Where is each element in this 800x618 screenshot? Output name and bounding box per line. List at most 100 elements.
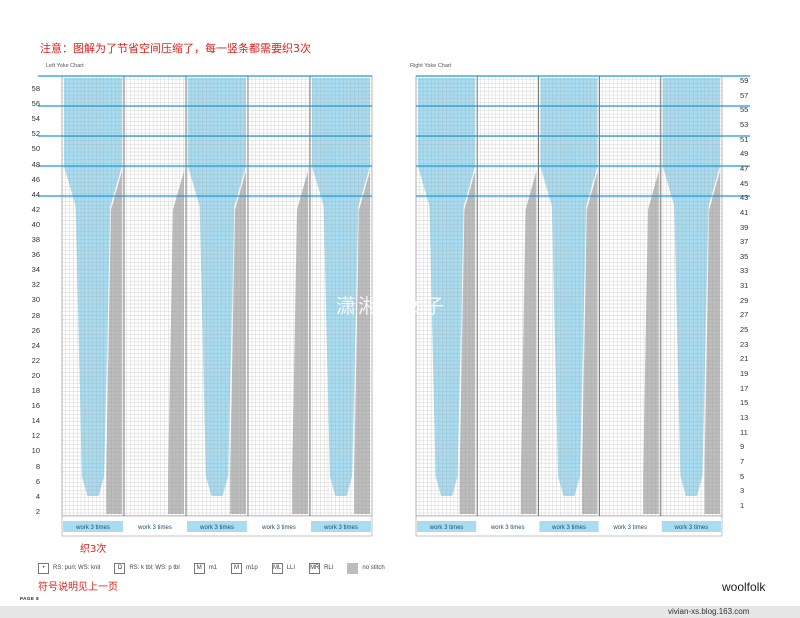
left-work-box — [125, 521, 185, 532]
right-row-label: 43 — [740, 193, 749, 203]
right-row-label: 29 — [740, 295, 749, 305]
left-row-label: 14 — [31, 416, 40, 426]
left-row-label: 24 — [31, 340, 40, 350]
left-row-label: 56 — [31, 99, 40, 109]
page-label: PAGE 8 — [20, 596, 40, 601]
left-row-label: 22 — [31, 355, 40, 365]
right-row-label: 35 — [740, 251, 749, 261]
right-row-label: 19 — [740, 369, 749, 378]
right-no-stitch-right — [520, 171, 537, 514]
right-row-label: 59 — [740, 76, 749, 85]
left-row-label: 34 — [31, 265, 40, 275]
right-row-label: 13 — [740, 412, 749, 422]
left-no-stitch-right — [292, 171, 308, 514]
right-row-label: 3 — [740, 486, 745, 496]
right-row-label: 37 — [740, 237, 749, 247]
right-stitch-block — [479, 78, 537, 496]
ktbl-omega-icon: Ω — [114, 562, 126, 574]
right-row-label: 25 — [740, 325, 749, 335]
left-row-label: 4 — [35, 491, 40, 501]
right-stitch-block — [601, 78, 659, 496]
right-repeat-label: work 3 times — [552, 525, 586, 531]
right-row-label: 15 — [740, 398, 749, 408]
watermark-text: 潇湘小女子 — [336, 294, 446, 318]
left-row-label: 36 — [31, 250, 40, 260]
knit-3-times-annotation: 织3次 — [80, 544, 107, 555]
right-stitch-block — [662, 78, 720, 496]
right-row-label: 17 — [740, 383, 749, 393]
right-work-box — [478, 521, 538, 532]
legend-rli: MR RLI — [309, 562, 333, 574]
right-work-box — [417, 521, 477, 532]
left-row-label: 44 — [31, 189, 40, 199]
right-row-label: 21 — [740, 354, 749, 364]
left-work-box — [187, 521, 247, 532]
right-row-label: 5 — [740, 471, 745, 481]
left-repeat-label: work 3 times — [138, 525, 172, 531]
right-row-label: 9 — [740, 442, 745, 452]
right-repeat-label: work 3 times — [490, 525, 525, 531]
symbol-note: 符号说明见上一页 — [38, 582, 118, 593]
left-row-label: 32 — [31, 280, 40, 290]
legend-lli: ML LLI — [271, 562, 295, 574]
left-work-box — [63, 521, 123, 532]
right-no-stitch-right — [459, 171, 476, 514]
left-repeat-label: work 3 times — [76, 525, 110, 531]
left-row-label: 8 — [35, 461, 40, 471]
left-row-label: 48 — [31, 159, 40, 169]
chart-note: 注意：图解为了节省空间压缩了，每一竖条都需要织3次 — [40, 42, 311, 55]
right-repeat-label: work 3 times — [429, 525, 464, 531]
left-row-label: 26 — [31, 325, 40, 335]
rli-icon: MR — [309, 562, 321, 574]
left-work-box — [249, 521, 309, 532]
left-row-label: 16 — [31, 401, 40, 411]
right-work-box — [539, 521, 599, 532]
right-row-label: 47 — [740, 163, 749, 173]
left-repeat-label: work 3 times — [262, 525, 296, 531]
left-row-label: 52 — [31, 129, 40, 139]
left-row-label: 18 — [31, 386, 40, 395]
left-row-label: 50 — [31, 144, 40, 154]
right-stitch-block — [418, 78, 476, 496]
right-row-label: 39 — [740, 222, 749, 232]
left-row-label: 58 — [31, 84, 40, 93]
left-no-stitch-right — [230, 171, 246, 514]
left-row-label: 42 — [31, 204, 40, 214]
right-repeat-label: work 3 times — [674, 525, 709, 531]
right-no-stitch-right — [582, 171, 598, 514]
left-stitch-block — [250, 78, 308, 496]
right-chart-title: Right Yoke Chart — [410, 63, 452, 69]
right-row-label: 11 — [740, 427, 748, 437]
legend-no-stitch: no stitch — [347, 562, 385, 574]
left-row-label: 6 — [35, 476, 40, 486]
left-row-label: 28 — [31, 310, 40, 320]
m1p-icon: M — [231, 562, 243, 574]
legend-purl: • RS: purl; WS: knit — [38, 562, 100, 574]
right-repeat-label: work 3 times — [613, 525, 648, 531]
right-row-label: 51 — [740, 134, 749, 144]
footer-bar — [0, 606, 800, 618]
left-chart-title: Left Yoke Chart — [46, 63, 84, 69]
lli-icon: ML — [271, 562, 283, 574]
right-row-label: 41 — [740, 207, 749, 217]
left-no-stitch-right — [106, 171, 122, 514]
right-row-label: 23 — [740, 339, 749, 349]
left-repeat-label: work 3 times — [324, 525, 358, 531]
left-repeat-label: work 3 times — [200, 525, 234, 531]
left-row-label: 20 — [31, 370, 40, 380]
right-row-label: 55 — [740, 105, 749, 115]
right-work-box — [661, 521, 721, 532]
right-row-label: 7 — [740, 456, 745, 466]
purl-dot-icon: • — [38, 562, 49, 574]
right-work-box — [600, 521, 660, 532]
left-row-label: 10 — [31, 446, 40, 456]
left-row-label: 54 — [31, 114, 40, 124]
legend-ktbl: Ω RS: k tbl; WS: p tbl — [114, 562, 180, 574]
left-stitch-block — [312, 78, 370, 496]
right-row-label: 53 — [740, 119, 749, 129]
left-row-label: 38 — [31, 235, 40, 244]
left-stitch-block — [126, 78, 184, 496]
